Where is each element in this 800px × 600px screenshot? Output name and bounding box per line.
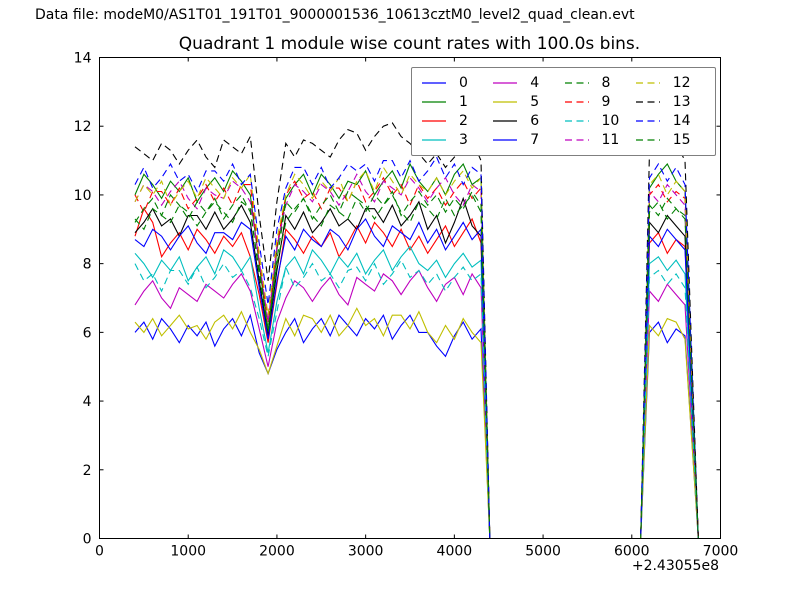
chart-title: Quadrant 1 module wise count rates with … xyxy=(178,34,641,54)
legend-item-label: 2 xyxy=(459,113,468,130)
legend-item-6: 6 xyxy=(493,114,564,128)
x-tick-label: 7000 xyxy=(703,544,739,560)
series-line-3 xyxy=(134,245,699,539)
y-tick-label: 0 xyxy=(83,532,92,548)
legend-item-3: 3 xyxy=(422,133,493,147)
legend-item-label: 9 xyxy=(601,93,611,110)
legend-item-10: 10 xyxy=(564,113,636,130)
series-line-9 xyxy=(134,176,699,539)
legend-item-label: 12 xyxy=(672,74,691,91)
legend-item-4: 4 xyxy=(493,76,564,90)
legend-item-label: 8 xyxy=(601,74,611,91)
series-lines xyxy=(134,122,699,539)
x-tick-label: 1000 xyxy=(170,544,206,560)
legend-item-13: 13 xyxy=(635,93,707,110)
series-line-11 xyxy=(134,173,699,539)
legend-item-12: 12 xyxy=(635,74,707,91)
x-axis-offset-label: +2.43055e8 xyxy=(631,558,719,574)
legend-line-sample xyxy=(635,101,660,103)
y-tick-label: 10 xyxy=(74,188,92,204)
legend-line-sample xyxy=(422,120,446,122)
legend-item-label: 7 xyxy=(530,132,540,149)
x-tick-label: 4000 xyxy=(437,544,473,560)
legend-line-sample xyxy=(422,101,446,103)
legend-line-sample xyxy=(635,139,660,142)
legend-item-label: 11 xyxy=(601,132,620,149)
data-file-label: Data file: modeM0/AS1T01_191T01_90000015… xyxy=(35,7,635,23)
series-line-5 xyxy=(134,307,699,539)
legend-item-9: 9 xyxy=(564,93,636,110)
legend-line-sample xyxy=(493,139,518,142)
series-line-12 xyxy=(134,166,699,539)
legend: 0 1 2 3 4 5 6 7 8 9 10 11 12 13 14 15 xyxy=(411,67,716,156)
legend-item-0: 0 xyxy=(422,76,493,90)
legend-item-11: 11 xyxy=(564,132,636,149)
legend-line-sample xyxy=(564,120,589,122)
legend-item-label: 6 xyxy=(530,113,540,130)
series-line-7 xyxy=(134,218,699,539)
y-tick-label: 6 xyxy=(83,325,92,341)
x-tick-label: 6000 xyxy=(614,544,650,560)
legend-line-sample xyxy=(635,81,660,84)
y-tick-label: 4 xyxy=(83,394,92,410)
series-line-4 xyxy=(134,269,699,539)
plot-border xyxy=(99,57,721,539)
legend-item-label: 13 xyxy=(672,93,691,110)
legend-line-sample xyxy=(493,120,518,122)
legend-line-sample xyxy=(422,81,446,84)
legend-item-8: 8 xyxy=(564,74,636,91)
legend-item-5: 5 xyxy=(493,95,564,109)
legend-line-sample xyxy=(564,81,589,84)
series-line-0 xyxy=(134,313,699,539)
legend-item-label: 4 xyxy=(530,74,540,91)
legend-item-label: 14 xyxy=(672,113,691,130)
series-line-15 xyxy=(134,190,699,539)
legend-line-sample xyxy=(422,139,446,142)
legend-item-label: 15 xyxy=(672,132,691,149)
legend-item-label: 0 xyxy=(459,74,468,91)
series-line-6 xyxy=(134,196,699,539)
x-tick-label: 5000 xyxy=(525,544,561,560)
y-tick-label: 14 xyxy=(74,51,92,67)
legend-line-sample xyxy=(564,139,589,142)
series-line-14 xyxy=(134,155,699,539)
legend-item-label: 10 xyxy=(601,113,620,130)
legend-line-sample xyxy=(493,81,518,84)
legend-item-14: 14 xyxy=(635,113,707,130)
y-tick-label: 2 xyxy=(83,463,92,479)
legend-item-15: 15 xyxy=(635,132,707,149)
y-tick-label: 12 xyxy=(74,119,92,135)
legend-line-sample xyxy=(635,120,660,122)
x-tick-label: 3000 xyxy=(348,544,384,560)
legend-item-2: 2 xyxy=(422,114,493,128)
x-tick-label: 0 xyxy=(95,544,104,560)
legend-item-7: 7 xyxy=(493,133,564,147)
legend-item-label: 3 xyxy=(459,132,468,149)
series-line-8 xyxy=(134,193,699,539)
legend-line-sample xyxy=(564,101,589,103)
legend-line-sample xyxy=(493,101,518,103)
legend-item-label: 1 xyxy=(459,93,468,110)
y-tick-label: 8 xyxy=(83,257,92,273)
x-tick-label: 2000 xyxy=(259,544,295,560)
legend-item-1: 1 xyxy=(422,95,493,109)
series-line-10 xyxy=(134,259,699,539)
legend-item-label: 5 xyxy=(530,93,540,110)
